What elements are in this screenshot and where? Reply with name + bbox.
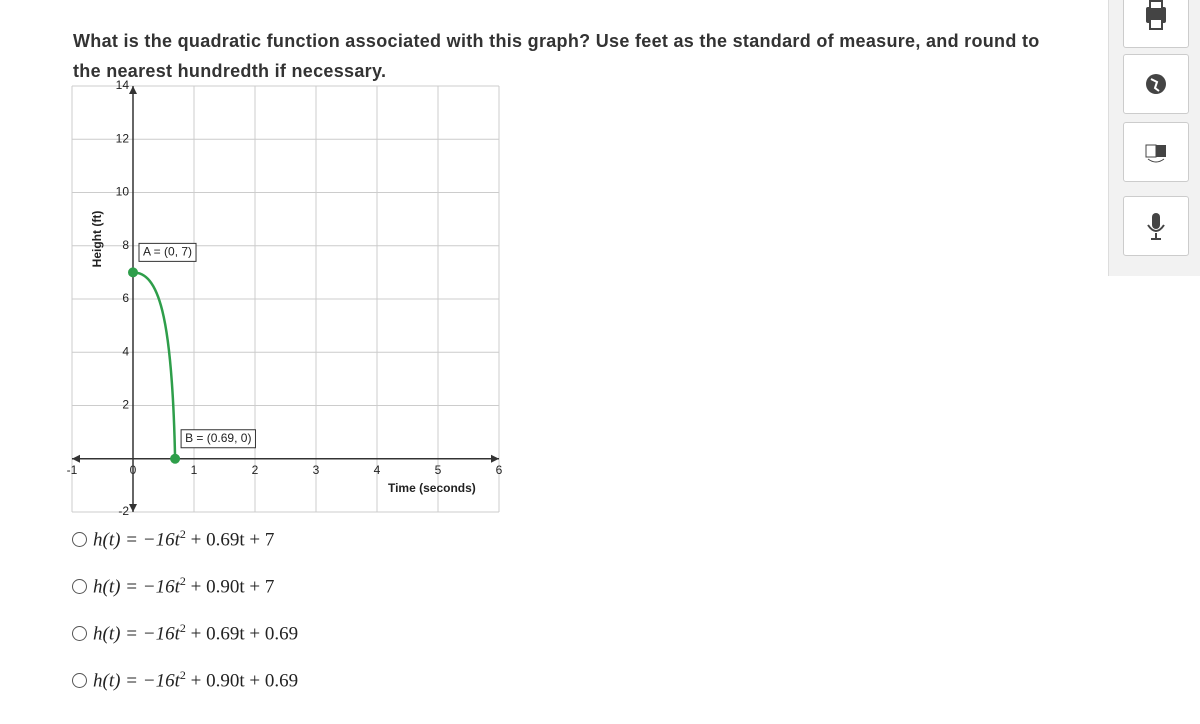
- x-tick-label: 6: [496, 463, 503, 477]
- point-label: B = (0.69, 0): [185, 431, 251, 445]
- x-tick-label: 5: [435, 463, 442, 477]
- option-text: h(t) = −16t2 + 0.90t + 0.69: [93, 668, 298, 692]
- option-exponent: 2: [179, 621, 186, 635]
- option-exponent: 2: [179, 668, 186, 682]
- point-label: A = (0, 7): [143, 245, 192, 259]
- option-after: + 0.69t + 0.69: [185, 623, 299, 645]
- y-tick-label: 12: [116, 131, 130, 145]
- x-tick-label: 1: [191, 463, 198, 477]
- x-tick-label: -1: [67, 463, 78, 477]
- option-text: h(t) = −16t2 + 0.90t + 7: [93, 574, 274, 598]
- audio-button[interactable]: [1123, 196, 1189, 256]
- translate-button[interactable]: [1123, 122, 1189, 182]
- radio[interactable]: [72, 625, 87, 641]
- option-after: + 0.90t + 0.69: [185, 670, 299, 692]
- point: [128, 267, 138, 278]
- y-tick-label: 8: [122, 238, 129, 252]
- y-axis-label: Height (ft): [90, 211, 104, 268]
- option-before: h(t) = −16t: [93, 670, 180, 692]
- y-tick-label: -2: [118, 504, 129, 518]
- radio[interactable]: [72, 672, 87, 688]
- option[interactable]: h(t) = −16t2 + 0.90t + 7: [72, 574, 274, 598]
- option[interactable]: h(t) = −16t2 + 0.69t + 0.69: [72, 621, 298, 645]
- toolbar: [1108, 0, 1200, 276]
- option-text: h(t) = −16t2 + 0.69t + 0.69: [93, 621, 298, 645]
- label-box: [180, 429, 256, 449]
- print-button[interactable]: [1123, 0, 1189, 48]
- x-axis-label: Time (seconds): [388, 481, 476, 495]
- option-exponent: 2: [179, 527, 186, 541]
- question: What is the quadratic function associate…: [73, 31, 1040, 81]
- x-tick-label: 4: [374, 463, 381, 477]
- point: [170, 453, 181, 464]
- x-tick-label: 2: [252, 463, 259, 477]
- globe-button[interactable]: [1123, 54, 1189, 114]
- option-before: h(t) = −16t: [93, 576, 180, 598]
- option-before: h(t) = −16t: [93, 623, 180, 645]
- y-tick-label: 6: [122, 291, 129, 305]
- option-before: h(t) = −16t: [93, 529, 180, 551]
- option-after: + 0.90t + 7: [185, 576, 275, 598]
- y-tick-label: 2: [122, 398, 129, 412]
- option[interactable]: h(t) = −16t2 + 0.90t + 0.69: [72, 668, 298, 692]
- curve: [132, 271, 177, 459]
- radio[interactable]: [72, 531, 87, 547]
- option-after: + 0.69t + 7: [185, 529, 275, 551]
- option[interactable]: h(t) = −16t2 + 0.69t + 7: [72, 527, 274, 551]
- y-tick-label: 10: [116, 185, 130, 199]
- radio[interactable]: [72, 578, 87, 594]
- y-tick-label: 4: [122, 344, 129, 358]
- y-tick-label: 14: [116, 78, 130, 92]
- option-exponent: 2: [179, 574, 186, 588]
- option-text: h(t) = −16t2 + 0.69t + 7: [93, 527, 274, 551]
- label-box: [138, 242, 197, 262]
- x-tick-label: 3: [313, 463, 320, 477]
